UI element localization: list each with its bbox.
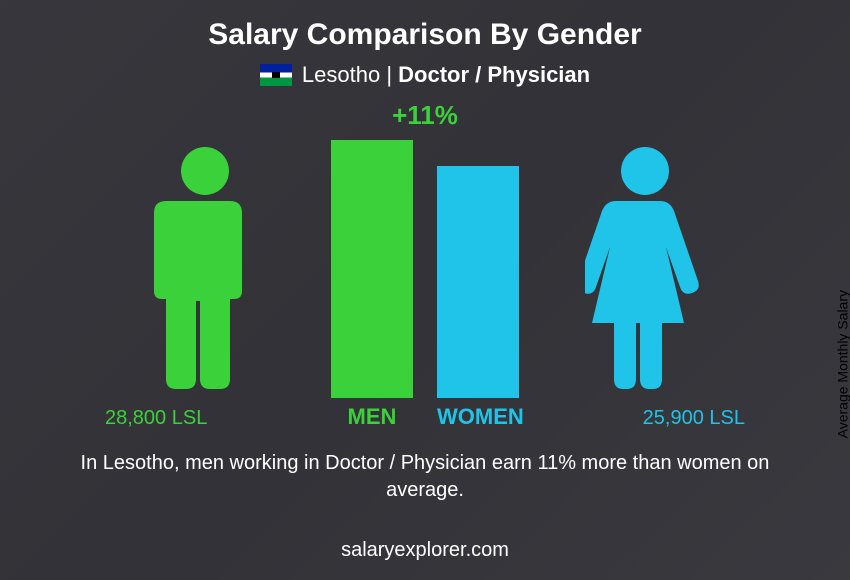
chart-area: +11% MEN WOMEN 28,800 LSL 25,900 LSL [75,108,775,438]
bar-men [331,140,413,398]
female-icon [585,143,705,398]
job-text: Doctor / Physician [398,62,590,87]
footer: salaryexplorer.com [0,539,850,562]
bar-women [437,166,519,398]
bars [331,140,519,398]
subtitle-row: Lesotho | Doctor / Physician [0,62,850,88]
women-salary: 25,900 LSL [643,407,745,430]
men-label: MEN [331,404,413,430]
bar-labels: MEN WOMEN [331,404,519,430]
location-text: Lesotho [302,62,380,87]
men-salary: 28,800 LSL [105,407,207,430]
separator: | [386,62,392,87]
page-title: Salary Comparison By Gender [0,0,850,52]
flag-icon [260,64,292,86]
women-label: WOMEN [437,404,519,430]
description: In Lesotho, men working in Doctor / Phys… [0,438,850,504]
male-icon [145,143,265,398]
yaxis-label: Average Monthly Salary [834,290,850,438]
diff-label: +11% [392,100,458,131]
subtitle: Lesotho | Doctor / Physician [302,62,590,88]
